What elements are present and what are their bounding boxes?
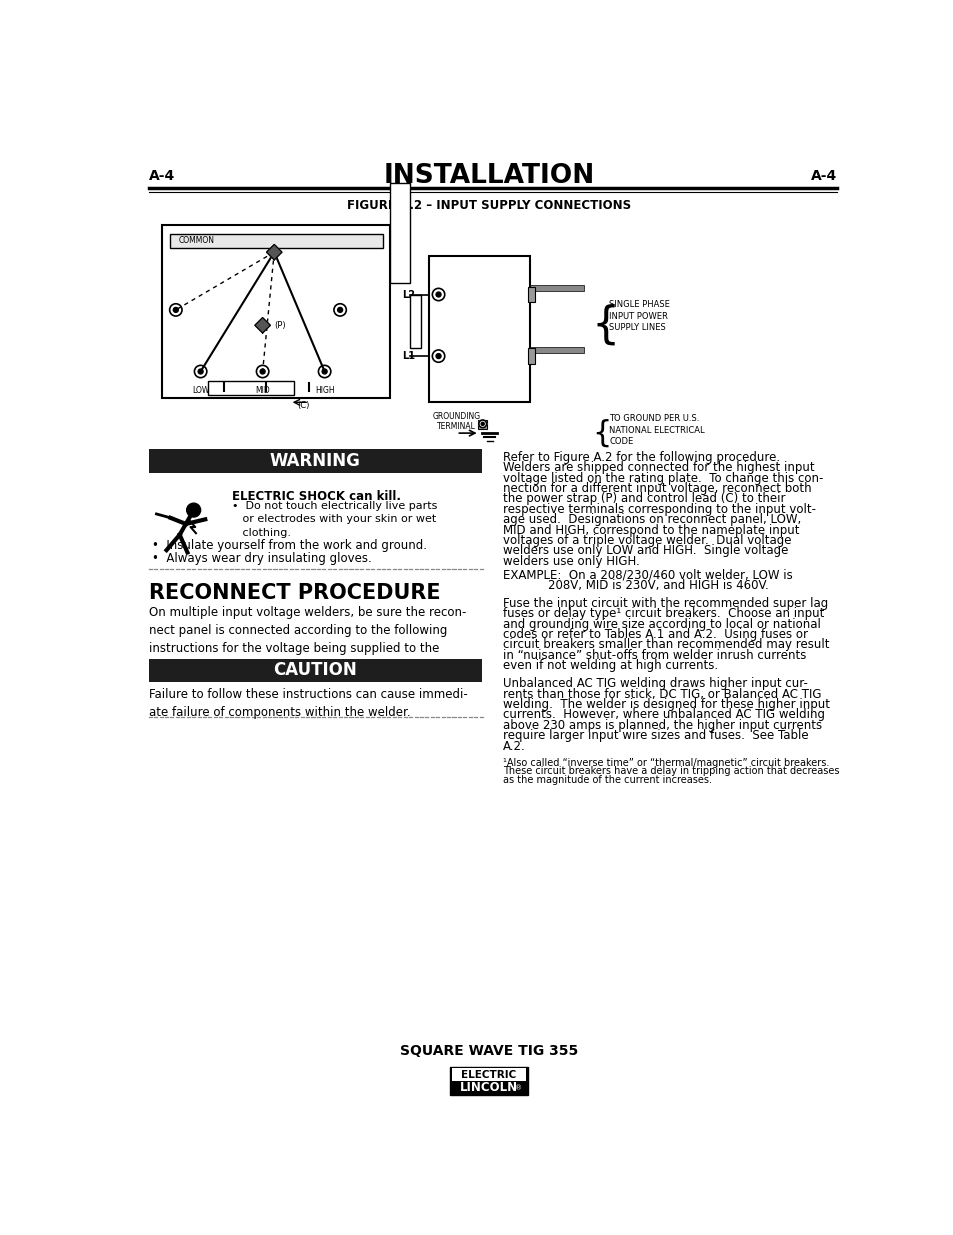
Bar: [450, 1067, 527, 1094]
Text: rents than those for stick, DC TIG, or Balanced AC TIG: rents than those for stick, DC TIG, or B…: [502, 688, 821, 700]
Text: LINCOLN: LINCOLN: [459, 1081, 517, 1093]
Circle shape: [480, 422, 484, 425]
Polygon shape: [266, 245, 282, 259]
Text: Unbalanced AC TIG welding draws higher input cur-: Unbalanced AC TIG welding draws higher i…: [502, 677, 807, 690]
Text: TO GROUND PER U.S.
NATIONAL ELECTRICAL
CODE: TO GROUND PER U.S. NATIONAL ELECTRICAL C…: [608, 415, 704, 446]
Bar: [530, 347, 583, 353]
Bar: [170, 235, 382, 248]
Bar: [528, 287, 534, 303]
Text: voltages of a triple voltage welder.  Dual voltage: voltages of a triple voltage welder. Dua…: [502, 534, 791, 547]
Text: require larger input wire sizes and fuses.  See Table: require larger input wire sizes and fuse…: [502, 729, 807, 742]
Text: COMMON: COMMON: [179, 236, 214, 245]
Circle shape: [256, 366, 269, 378]
Text: FIGURE A.2 – INPUT SUPPLY CONNECTIONS: FIGURE A.2 – INPUT SUPPLY CONNECTIONS: [347, 199, 630, 211]
Bar: [390, 183, 410, 283]
Text: A-4: A-4: [810, 169, 836, 183]
Text: Welders are shipped connected for the highest input: Welders are shipped connected for the hi…: [502, 461, 814, 474]
Text: L2: L2: [402, 289, 415, 300]
Text: Failure to follow these instructions can cause immedi-
ate failure of components: Failure to follow these instructions can…: [149, 688, 467, 719]
Text: L1: L1: [402, 351, 415, 361]
Bar: [149, 448, 481, 473]
Text: circuit breakers smaller than recommended may result: circuit breakers smaller than recommende…: [502, 638, 828, 651]
Circle shape: [322, 369, 327, 374]
Text: ®: ®: [515, 1086, 521, 1092]
Text: CAUTION: CAUTION: [274, 661, 356, 679]
Circle shape: [337, 308, 342, 312]
Text: (P): (P): [274, 321, 286, 330]
Bar: [208, 380, 294, 395]
Text: {: {: [592, 304, 619, 347]
Circle shape: [173, 308, 178, 312]
Text: TERMINAL: TERMINAL: [436, 422, 476, 431]
Text: EXAMPLE:  On a 208/230/460 volt welder, LOW is: EXAMPLE: On a 208/230/460 volt welder, L…: [502, 568, 792, 582]
Text: •  Do not touch electrically live parts
   or electrodes with your skin or wet
 : • Do not touch electrically live parts o…: [233, 501, 437, 538]
Polygon shape: [254, 317, 270, 333]
Text: HIGH: HIGH: [314, 387, 335, 395]
Circle shape: [170, 304, 182, 316]
Text: welders use only HIGH.: welders use only HIGH.: [502, 555, 639, 568]
Circle shape: [334, 304, 346, 316]
Text: SINGLE PHASE
INPUT POWER
SUPPLY LINES: SINGLE PHASE INPUT POWER SUPPLY LINES: [608, 300, 669, 332]
Text: even if not welding at high currents.: even if not welding at high currents.: [502, 659, 718, 672]
Text: as the magnitude of the current increases.: as the magnitude of the current increase…: [502, 774, 711, 784]
Text: GROUNDING: GROUNDING: [432, 412, 480, 421]
Text: •  Insulate yourself from the work and ground.: • Insulate yourself from the work and gr…: [152, 538, 426, 552]
Text: On multiple input voltage welders, be sure the recon-
nect panel is connected ac: On multiple input voltage welders, be su…: [149, 606, 466, 673]
Bar: [429, 256, 530, 403]
Bar: [162, 225, 390, 399]
Text: •  Always wear dry insulating gloves.: • Always wear dry insulating gloves.: [152, 552, 371, 566]
Bar: [477, 420, 487, 430]
Text: ELECTRIC: ELECTRIC: [461, 1070, 516, 1081]
Text: WARNING: WARNING: [270, 452, 360, 469]
Circle shape: [187, 503, 200, 517]
Bar: [410, 294, 421, 348]
Text: in “nuisance” shut-offs from welder inrush currents: in “nuisance” shut-offs from welder inru…: [502, 648, 805, 662]
Text: currents.  However, where unbalanced AC TIG welding: currents. However, where unbalanced AC T…: [502, 709, 824, 721]
Circle shape: [478, 420, 486, 427]
Text: 208V, MID is 230V, and HIGH is 460V.: 208V, MID is 230V, and HIGH is 460V.: [502, 579, 768, 592]
Text: RECONNECT PROCEDURE: RECONNECT PROCEDURE: [149, 583, 440, 603]
Text: codes or refer to Tables A.1 and A.2.  Using fuses or: codes or refer to Tables A.1 and A.2. Us…: [502, 627, 807, 641]
Text: MID: MID: [255, 387, 270, 395]
Circle shape: [318, 366, 331, 378]
Circle shape: [432, 288, 444, 300]
Text: welding.  The welder is designed for these higher input: welding. The welder is designed for thes…: [502, 698, 829, 711]
Text: ELECTRIC SHOCK can kill.: ELECTRIC SHOCK can kill.: [233, 490, 401, 503]
Text: nection for a different input voltage, reconnect both: nection for a different input voltage, r…: [502, 482, 811, 495]
Text: These circuit breakers have a delay in tripping action that decreases: These circuit breakers have a delay in t…: [502, 766, 839, 776]
Text: above 230 amps is planned, the higher input currents: above 230 amps is planned, the higher in…: [502, 719, 821, 732]
Text: ¹Also called “inverse time” or “thermal/magnetic” circuit breakers.: ¹Also called “inverse time” or “thermal/…: [502, 757, 828, 768]
Circle shape: [436, 291, 440, 296]
Bar: [528, 348, 534, 364]
Text: {: {: [592, 419, 611, 447]
Text: age used.  Designations on reconnect panel, LOW,: age used. Designations on reconnect pane…: [502, 514, 801, 526]
Bar: [452, 1067, 525, 1081]
Text: LOW: LOW: [192, 387, 209, 395]
Bar: [530, 285, 583, 291]
Text: fuses or delay type¹ circuit breakers.  Choose an input: fuses or delay type¹ circuit breakers. C…: [502, 608, 823, 620]
Circle shape: [436, 353, 440, 358]
Circle shape: [432, 350, 444, 362]
Text: welders use only LOW and HIGH.  Single voltage: welders use only LOW and HIGH. Single vo…: [502, 545, 787, 557]
Text: INSTALLATION: INSTALLATION: [383, 163, 594, 189]
Text: respective terminals corresponding to the input volt-: respective terminals corresponding to th…: [502, 503, 815, 516]
Text: A-4: A-4: [149, 169, 174, 183]
Circle shape: [194, 366, 207, 378]
Text: voltage listed on the rating plate.  To change this con-: voltage listed on the rating plate. To c…: [502, 472, 822, 484]
Text: SQUARE WAVE TIG 355: SQUARE WAVE TIG 355: [399, 1044, 578, 1057]
Text: Fuse the input circuit with the recommended super lag: Fuse the input circuit with the recommen…: [502, 597, 827, 610]
Circle shape: [198, 369, 203, 374]
Text: A.2.: A.2.: [502, 740, 525, 752]
Circle shape: [260, 369, 265, 374]
Text: Refer to Figure A.2 for the following procedure.: Refer to Figure A.2 for the following pr…: [502, 451, 780, 464]
Text: the power strap (P) and control lead (C) to their: the power strap (P) and control lead (C)…: [502, 493, 784, 505]
Bar: [149, 658, 481, 682]
Text: (C): (C): [297, 400, 310, 410]
Text: MID and HIGH, correspond to the nameplate input: MID and HIGH, correspond to the nameplat…: [502, 524, 799, 536]
Text: and grounding wire size according to local or national: and grounding wire size according to loc…: [502, 618, 820, 631]
